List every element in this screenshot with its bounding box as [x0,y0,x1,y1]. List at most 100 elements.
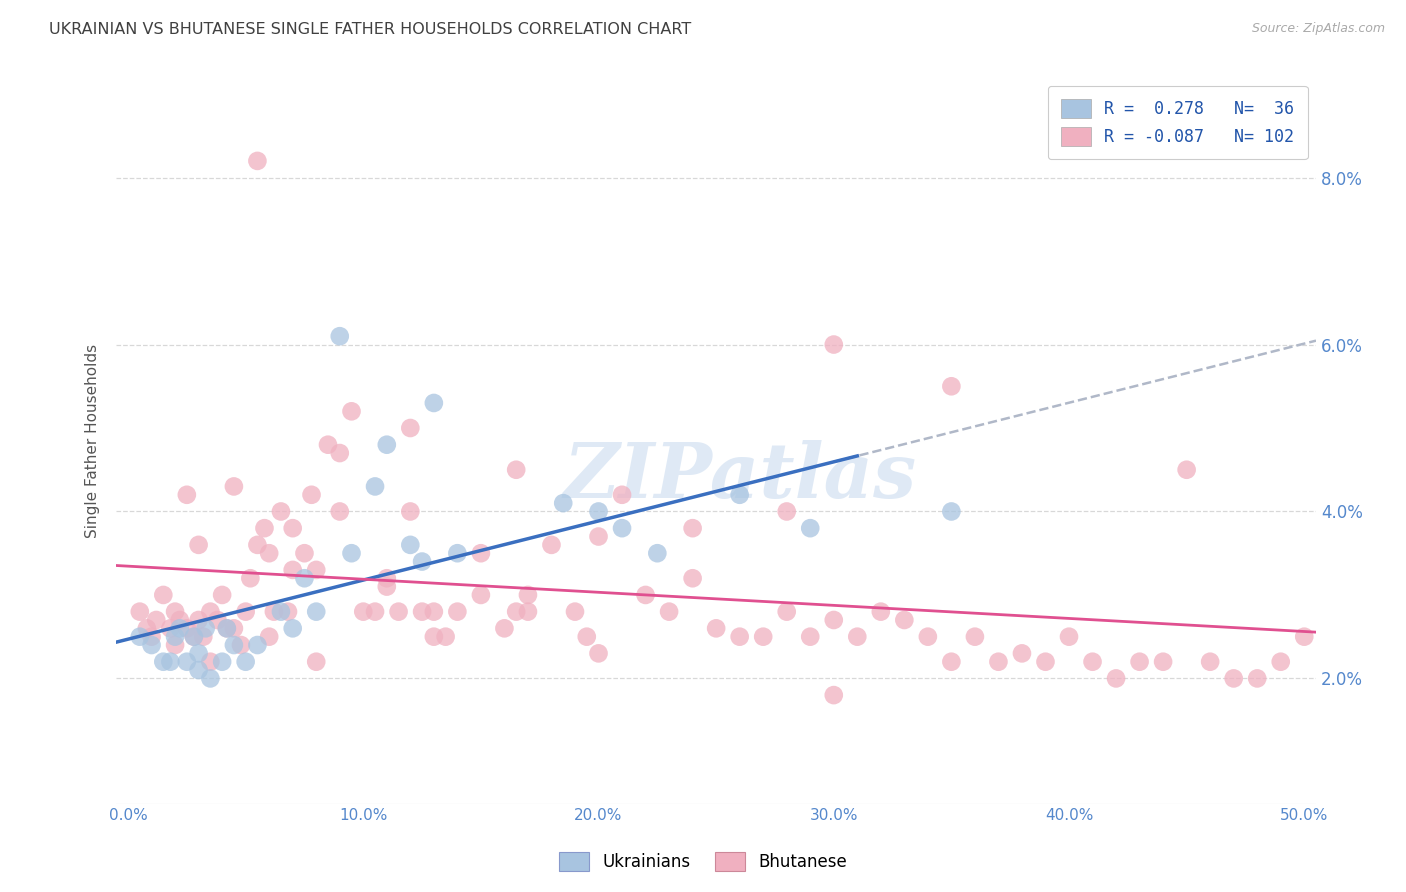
Point [257,546,280,560]
Point [305,563,328,577]
Point [169,613,191,627]
Point [193,630,215,644]
Point [316,438,339,452]
Point [1270,655,1292,669]
Point [159,621,181,635]
Point [1105,672,1128,686]
Point [340,546,363,560]
Point [588,646,610,660]
Point [222,479,245,493]
Point [682,571,704,585]
Point [176,655,198,669]
Point [141,630,163,644]
Point [187,646,209,660]
Point [588,529,610,543]
Point [277,605,299,619]
Point [1011,646,1033,660]
Point [165,638,187,652]
Point [128,605,150,619]
Point [152,588,174,602]
Point [423,630,446,644]
Point [187,613,209,627]
Point [340,404,363,418]
Point [823,337,845,351]
Point [399,538,422,552]
Point [375,571,398,585]
Point [634,588,657,602]
Point [963,630,986,644]
Point [329,329,352,343]
Text: ZIPatlas: ZIPatlas [564,440,917,514]
Point [165,605,187,619]
Point [941,504,963,518]
Point [446,546,468,560]
Point [540,538,562,552]
Point [294,546,316,560]
Point [399,504,422,518]
Point [647,546,669,560]
Point [516,605,538,619]
Point [776,605,799,619]
Point [470,546,492,560]
Point [176,488,198,502]
Point [246,538,269,552]
Point [846,630,869,644]
Point [305,655,328,669]
Point [1246,672,1268,686]
Point [1152,655,1174,669]
Point [364,479,387,493]
Point [215,621,238,635]
Point [135,621,157,635]
Point [1129,655,1152,669]
Point [941,379,963,393]
Point [411,605,433,619]
Point [235,605,257,619]
Point [239,571,262,585]
Point [375,438,398,452]
Point [281,621,304,635]
Point [610,488,633,502]
Point [128,630,150,644]
Point [222,621,245,635]
Point [682,521,704,535]
Point [253,521,276,535]
Point [257,630,280,644]
Point [434,630,457,644]
Point [200,655,222,669]
Point [1175,463,1198,477]
Point [423,605,446,619]
Point [176,621,198,635]
Point [1199,655,1222,669]
Point [305,605,328,619]
Point [183,630,205,644]
Point [588,504,610,518]
Point [207,613,229,627]
Point [941,655,963,669]
Y-axis label: Single Father Households: Single Father Households [86,343,100,538]
Point [1081,655,1104,669]
Point [823,688,845,702]
Point [246,153,269,168]
Point [263,605,285,619]
Point [752,630,775,644]
Point [211,588,233,602]
Point [610,521,633,535]
Point [364,605,387,619]
Point [145,613,167,627]
Point [411,555,433,569]
Point [194,621,217,635]
Text: Source: ZipAtlas.com: Source: ZipAtlas.com [1251,22,1385,36]
Point [301,488,323,502]
Point [799,630,821,644]
Point [564,605,586,619]
Point [387,605,409,619]
Text: UKRAINIAN VS BHUTANESE SINGLE FATHER HOUSEHOLDS CORRELATION CHART: UKRAINIAN VS BHUTANESE SINGLE FATHER HOU… [49,22,692,37]
Legend: R =  0.278   N=  36, R = -0.087   N= 102: R = 0.278 N= 36, R = -0.087 N= 102 [1047,86,1308,160]
Point [159,655,181,669]
Point [869,605,891,619]
Point [423,396,446,410]
Point [494,621,516,635]
Point [235,655,257,669]
Point [152,655,174,669]
Point [776,504,799,518]
